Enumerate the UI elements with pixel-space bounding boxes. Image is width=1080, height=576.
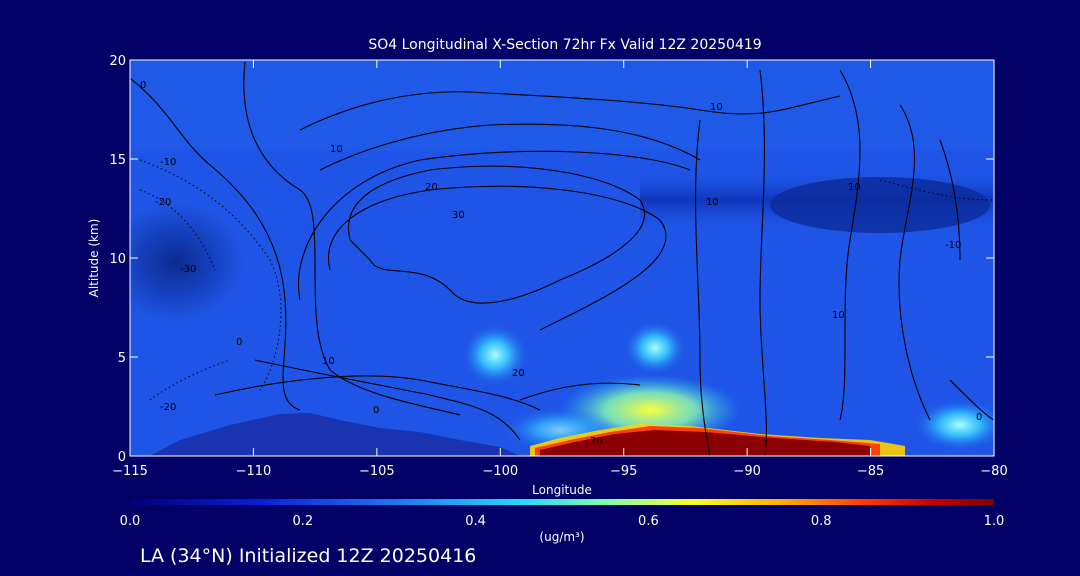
contour-label: 10 [330, 144, 343, 155]
terrain-mask [150, 413, 520, 456]
contour-label: 0 [976, 412, 982, 423]
x-axis: −115 −110 −105 −100 −95 −90 −85 −80 [112, 60, 1008, 479]
x-tick-label: −115 [112, 464, 148, 479]
colorbar-tick-label: 0.0 [120, 514, 141, 529]
y-axis: 0 5 10 15 20 [109, 54, 994, 465]
y-tick-label: 10 [109, 252, 126, 267]
y-tick-label: 5 [118, 351, 126, 366]
contour-label: -20 [160, 402, 176, 413]
x-axis-label: Longitude [532, 483, 592, 497]
colorbar-tick-label: 0.2 [292, 514, 313, 529]
x-tick-label: −110 [236, 464, 272, 479]
temperature-contours [130, 61, 994, 456]
contour-label: -10 [945, 240, 961, 251]
contour-label: 10 [832, 310, 845, 321]
concentration-field [130, 60, 994, 456]
x-tick-label: −85 [857, 464, 884, 479]
colorbar-tick-labels: 0.0 0.2 0.4 0.6 0.8 1.0 [120, 514, 1005, 529]
x-tick-label: −105 [359, 464, 395, 479]
x-tick-label: −80 [980, 464, 1007, 479]
y-tick-label: 15 [109, 153, 126, 168]
x-tick-label: −100 [482, 464, 518, 479]
colorbar-tick-label: 1.0 [984, 514, 1005, 529]
y-axis-label: Altitude (km) [87, 219, 101, 298]
contour-label: -10 [160, 157, 176, 168]
y-tick-label: 0 [118, 450, 126, 465]
contour-label: 30 [452, 210, 465, 221]
contour-label: 0 [140, 80, 146, 91]
colorbar-tick-label: 0.6 [638, 514, 659, 529]
contour-label: 0 [236, 337, 242, 348]
contour-labels: 0 -10 -20 -30 10 20 30 10 10 20 20 0 0 -… [140, 80, 982, 447]
colorbar [130, 499, 994, 505]
colorbar-tick-label: 0.8 [811, 514, 832, 529]
x-tick-label: −90 [733, 464, 760, 479]
colorbar-unit-label: (ug/m³) [539, 530, 584, 544]
contour-label: 20 [512, 368, 525, 379]
colorbar-tick-label: 0.4 [465, 514, 486, 529]
plot-title: SO4 Longitudinal X-Section 72hr Fx Valid… [368, 37, 761, 53]
contour-label: -20 [155, 197, 171, 208]
contour-label: 10 [710, 102, 723, 113]
contour-label: 0 [373, 405, 379, 416]
footer-caption: LA (34°N) Initialized 12Z 20250416 [140, 545, 476, 567]
y-tick-label: 20 [109, 54, 126, 69]
contour-label: 20 [425, 182, 438, 193]
contour-label: 10 [322, 356, 335, 367]
contour-label: -30 [180, 264, 196, 275]
contour-label: 20 [590, 436, 603, 447]
x-tick-label: −95 [610, 464, 637, 479]
contour-label: 10 [848, 182, 861, 193]
contour-label: 10 [706, 197, 719, 208]
